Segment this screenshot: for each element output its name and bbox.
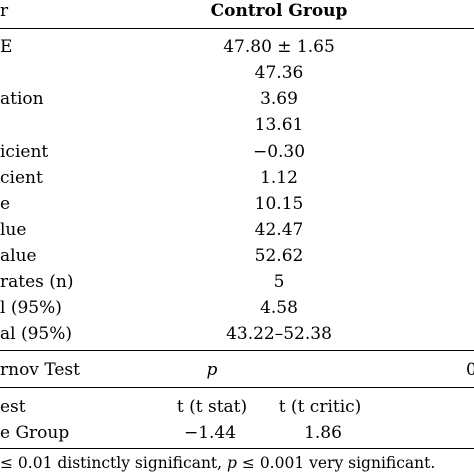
t-test-label: est [0,397,26,417]
header-rule [0,28,474,30]
row-label: al (95%) [0,324,73,344]
group-row-label: e Group [0,423,70,443]
bottom-rule [0,448,474,450]
t-critic-value: 1.86 [304,423,342,443]
row-label: lue [0,220,27,240]
row-value: 52.62 [254,246,304,266]
header-left-fragment: r [0,1,9,21]
row-value: 13.61 [254,115,304,135]
row-value: 5 [273,272,285,292]
row-label: l (95%) [0,298,62,318]
smirnov-right-fragment: 0 [466,360,474,380]
row-label: icient [0,142,49,162]
row-value: 47.36 [254,63,304,83]
row-value: 42.47 [254,220,304,240]
row-value: 1.12 [260,168,298,188]
row-value: −0.30 [252,142,306,162]
footnote: ≤ 0.01 distinctly significant, p ≤ 0.001… [0,453,435,473]
section-rule [0,387,474,388]
t-critic-header: t (t critic) [278,397,362,417]
row-value: 10.15 [254,194,304,214]
t-stat-value: −1.44 [183,423,237,443]
section-rule [0,350,474,351]
row-value: 4.58 [260,298,298,318]
row-value: 47.80 ± 1.65 [223,37,335,57]
row-label: E [0,37,13,57]
row-label: rates (n) [0,272,74,292]
footnote-part-1: ≤ 0.01 distinctly significant, [0,454,223,472]
p-symbol: p [206,360,218,380]
row-value: 3.69 [260,89,298,109]
row-label: cient [0,168,43,188]
footnote-p-symbol: p [227,454,237,472]
t-stat-header: t (t stat) [176,397,248,417]
row-label: e [0,194,11,214]
smirnov-test-label: rnov Test [0,360,80,380]
row-label: alue [0,246,37,266]
row-value: 43.22–52.38 [226,324,332,344]
row-label: ation [0,89,44,109]
column-title-control-group: Control Group [210,1,348,21]
footnote-part-2: ≤ 0.001 very significant. [241,454,436,472]
